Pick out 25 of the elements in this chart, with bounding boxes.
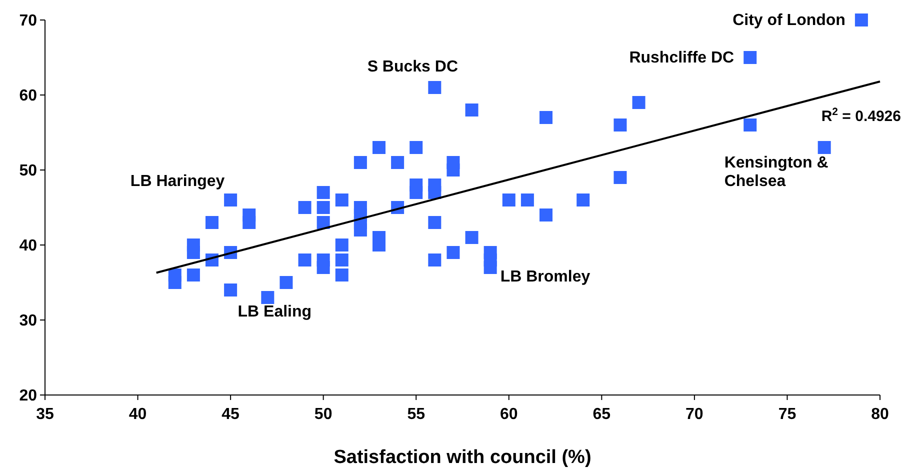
annotation: City of London (732, 12, 846, 29)
annotation: Kensington & Chelsea (724, 154, 829, 190)
annotation: R$^{2}$ = 0.4926 (821, 106, 901, 125)
y-tick-label: 60 (19, 88, 38, 105)
annotation: LB Ealing (238, 304, 312, 320)
x-tick-label: 70 (686, 406, 704, 423)
annotation: Rushcliffe DC (629, 50, 735, 66)
y-tick-label: 20 (19, 388, 38, 405)
x-tick-label: 75 (778, 406, 796, 423)
x-tick-label: 35 (36, 406, 54, 423)
x-tick-label: 45 (222, 406, 240, 423)
y-tick-label: 30 (19, 312, 38, 330)
x-tick-label: 40 (128, 406, 147, 423)
x-axis-title: Satisfaction with council (%) (334, 447, 592, 468)
x-tick-label: 55 (407, 406, 426, 423)
annotation: LB Bromley (500, 268, 590, 286)
x-tick-label: 50 (314, 406, 332, 423)
y-tick-label: 40 (19, 238, 38, 255)
x-tick-label: 80 (871, 406, 889, 423)
annotation: LB Haringey (130, 173, 225, 190)
x-tick-label: 65 (592, 406, 611, 423)
annotation: S Bucks DC (367, 58, 458, 76)
x-tick-label: 60 (500, 406, 518, 423)
y-tick-label: 50 (19, 162, 38, 180)
y-tick-label: 70 (19, 12, 38, 30)
